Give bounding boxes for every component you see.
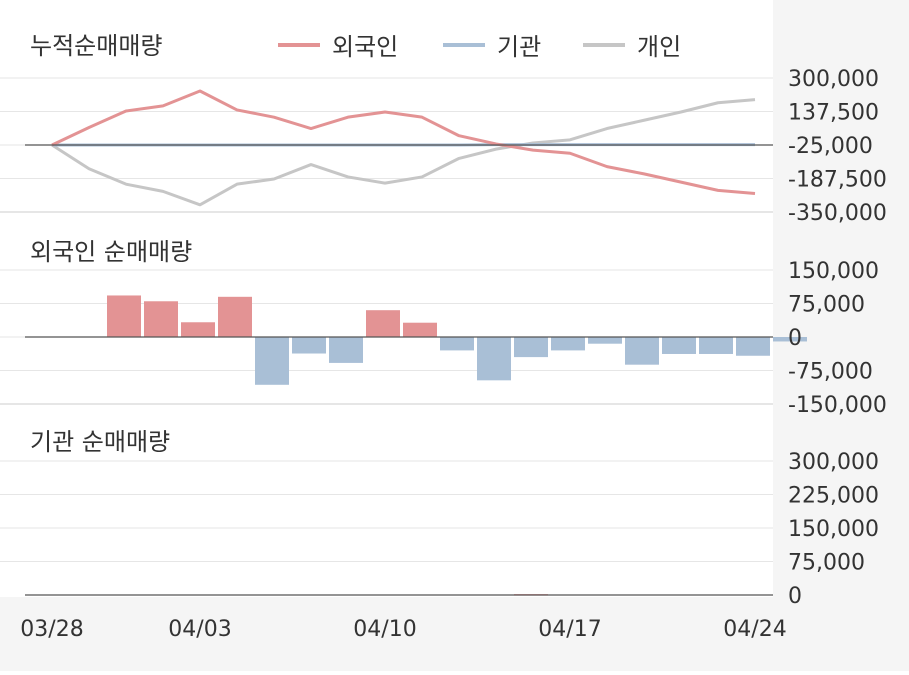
bar [440, 337, 474, 350]
legend-label-individual: 개인 [637, 33, 681, 61]
institution-chart-title: 기관 순매매량 [30, 428, 170, 456]
legend-label-institution: 기관 [497, 33, 541, 61]
y-tick-label: 150,000 [788, 259, 879, 284]
y-tick-label: -25,000 [788, 134, 873, 159]
y-tick-label: 137,500 [788, 101, 879, 126]
y-tick-label: 75,000 [788, 551, 865, 576]
bar [292, 337, 326, 354]
y-tick-label: 300,000 [788, 67, 879, 92]
y-tick-label: 75,000 [788, 293, 865, 318]
bar [736, 337, 770, 356]
y-tick-label: 0 [788, 584, 802, 609]
bar [699, 337, 733, 354]
foreign-chart-title: 외국인 순매매량 [30, 238, 192, 266]
y-tick-label: 150,000 [788, 517, 879, 542]
bar [588, 337, 622, 344]
y-tick-label: -350,000 [788, 201, 887, 226]
y-tick-label: 225,000 [788, 484, 879, 509]
x-tick-label: 04/24 [723, 617, 786, 642]
y-tick-label: -75,000 [788, 360, 873, 385]
y-tick-label: -187,500 [788, 168, 887, 193]
bar [551, 337, 585, 350]
bar [218, 297, 252, 337]
y-tick-label: -150,000 [788, 393, 887, 418]
y-tick-label: 300,000 [788, 450, 879, 475]
cumulative-chart-title: 누적순매매량 [30, 32, 162, 60]
bar [366, 310, 400, 337]
bar [107, 295, 141, 337]
bar [477, 337, 511, 380]
bar [625, 337, 659, 365]
bar [403, 323, 437, 337]
bar [144, 301, 178, 337]
x-tick-label: 04/03 [168, 617, 231, 642]
bar [181, 322, 215, 337]
bar [329, 337, 363, 363]
x-tick-label: 04/17 [538, 617, 601, 642]
x-tick-label: 04/10 [353, 617, 416, 642]
bar [514, 337, 548, 357]
x-tick-label: 03/28 [20, 617, 83, 642]
bar [255, 337, 289, 385]
legend-label-foreign: 외국인 [332, 33, 398, 61]
y-tick-label: 0 [788, 326, 802, 351]
bar [662, 337, 696, 354]
